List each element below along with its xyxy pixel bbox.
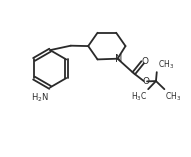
Text: H$_2$N: H$_2$N xyxy=(32,92,49,104)
Text: CH$_3$: CH$_3$ xyxy=(165,90,181,103)
Text: CH$_3$: CH$_3$ xyxy=(158,59,174,71)
Text: O: O xyxy=(142,77,149,86)
Text: N: N xyxy=(115,54,122,64)
Text: O: O xyxy=(142,57,149,66)
Text: H$_3$C: H$_3$C xyxy=(131,90,147,103)
